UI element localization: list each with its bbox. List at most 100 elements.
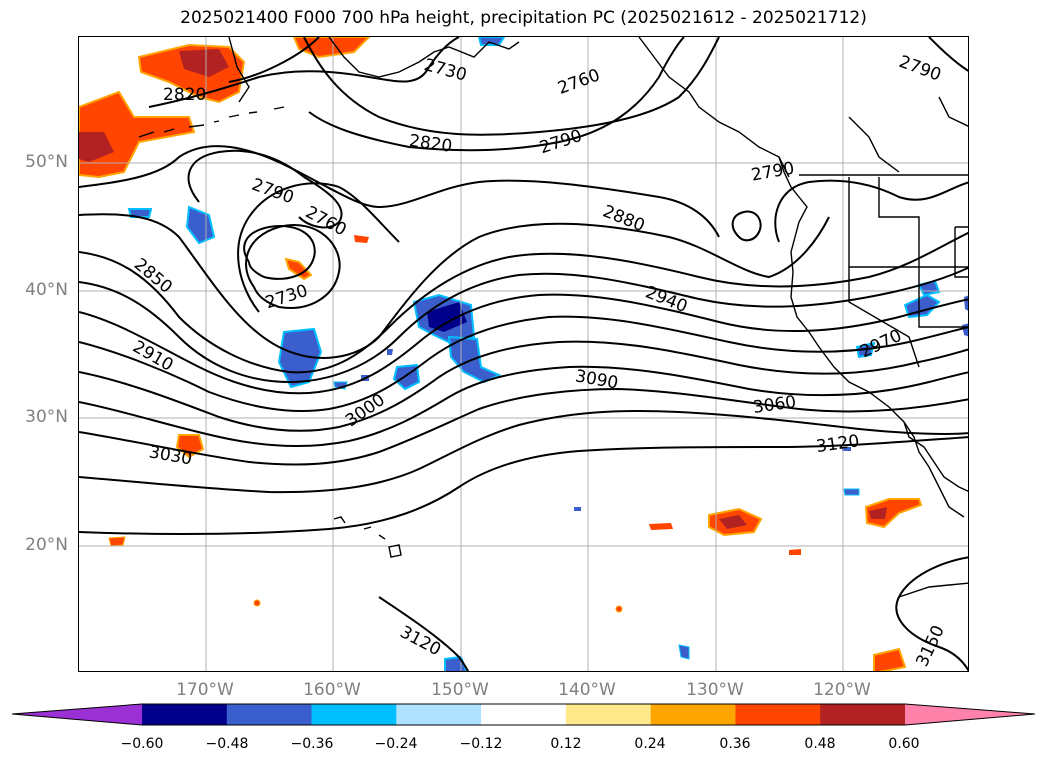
- precip-positive-areas: [79, 37, 923, 671]
- colorbar-tick-label: 0.60: [888, 736, 920, 752]
- precip-area: [843, 488, 860, 496]
- state-border: [848, 267, 920, 368]
- colorbar-segment: [820, 704, 906, 725]
- mexico-coast: [898, 582, 968, 598]
- height-contours: [79, 37, 968, 671]
- colorbar-extend-high: [905, 704, 1035, 725]
- colorbar: [11, 703, 1036, 726]
- contour-label: 3120: [815, 431, 861, 457]
- colorbar-tick-label: 0.12: [550, 736, 582, 752]
- map-panel: 2730 2760 2790 2820 2820 2790 2760 2790 …: [78, 36, 969, 672]
- height-contour: [895, 556, 968, 671]
- height-contour: [79, 387, 968, 466]
- lon-label-150w: 150°W: [431, 680, 489, 700]
- contour-label: 2760: [555, 65, 602, 99]
- contour-label: 2730: [422, 55, 469, 86]
- colorbar-segment: [481, 704, 567, 725]
- height-contour: [79, 213, 830, 359]
- height-contour: [79, 365, 968, 448]
- contour-label: 3150: [912, 622, 948, 670]
- precip-area: [127, 208, 153, 218]
- precip-area: [79, 132, 114, 162]
- precip-area: [678, 644, 690, 660]
- state-border: [954, 226, 968, 278]
- colorbar-extend-low: [12, 704, 142, 725]
- height-contour: [774, 179, 968, 243]
- lat-label-50n: 50°N: [25, 152, 68, 172]
- contour-label: 2790: [249, 175, 296, 209]
- height-contour: [79, 293, 968, 395]
- precip-area: [789, 549, 801, 555]
- colorbar-tick-label: 0.36: [719, 736, 751, 752]
- state-border: [878, 177, 920, 267]
- colorbar-segment: [650, 704, 736, 725]
- height-contour: [79, 145, 720, 238]
- precip-area: [962, 323, 968, 337]
- contour-label: 2790: [896, 52, 943, 86]
- map-title: 2025021400 F000 700 hPa height, precipit…: [180, 8, 867, 28]
- baja-coast: [903, 421, 968, 492]
- contour-label: 2820: [163, 85, 206, 105]
- precip-area: [179, 49, 229, 77]
- precip-area: [284, 257, 313, 281]
- precip-area: [719, 515, 747, 529]
- colorbar-segment: [735, 704, 821, 725]
- lat-label-30n: 30°N: [25, 407, 68, 427]
- aleutian-islands: [138, 106, 285, 138]
- height-contour: [187, 149, 343, 229]
- colorbar-segment: [396, 704, 482, 725]
- lat-label-40n: 40°N: [25, 280, 68, 300]
- contour-label: 3120: [397, 622, 445, 660]
- hawaii-islands: [333, 516, 402, 558]
- colorbar-tick-label: −0.24: [374, 736, 418, 752]
- precip-area: [649, 523, 673, 530]
- colorbar-segment: [311, 704, 397, 725]
- contour-labels: 2730 2760 2790 2820 2820 2790 2760 2790 …: [129, 52, 949, 670]
- colorbar-tick-label: 0.48: [804, 736, 836, 752]
- precip-area: [964, 295, 968, 311]
- precip-area: [79, 90, 196, 179]
- contour-label: 3000: [342, 390, 389, 431]
- lon-label-120w: 120°W: [813, 680, 871, 700]
- height-contour: [303, 37, 720, 136]
- height-contour: [928, 37, 968, 72]
- alaska-coast: [228, 37, 790, 178]
- height-contour: [148, 37, 460, 108]
- precip-area: [615, 605, 623, 613]
- height-contour: [79, 266, 968, 384]
- precip-area: [354, 235, 369, 243]
- precip-area: [869, 507, 887, 519]
- graticule: [79, 37, 968, 671]
- colorbar-tick-label: −0.12: [459, 736, 503, 752]
- precip-area: [864, 498, 923, 529]
- lat-label-20n: 20°N: [25, 535, 68, 555]
- colorbar-segments: [12, 704, 1035, 725]
- precip-area: [253, 599, 261, 607]
- height-contour: [79, 409, 968, 494]
- height-contour: [79, 436, 968, 535]
- colorbar-tick-label: 0.24: [634, 736, 666, 752]
- height-contour: [731, 210, 762, 242]
- precip-area: [574, 507, 581, 511]
- height-contour: [228, 37, 320, 83]
- us-west-coast: [790, 271, 965, 518]
- precip-area: [873, 647, 907, 671]
- map-canvas: 2730 2760 2790 2820 2820 2790 2760 2790 …: [79, 37, 968, 671]
- precip-area: [108, 536, 126, 547]
- precip-area: [427, 302, 467, 332]
- contour-label: 3060: [752, 392, 798, 418]
- height-contour: [243, 225, 316, 280]
- lon-label-170w: 170°W: [176, 680, 234, 700]
- colorbar-tick-label: −0.36: [290, 736, 334, 752]
- precip-area: [842, 447, 851, 451]
- contour-label: 2940: [642, 282, 690, 317]
- colorbar-segment: [226, 704, 313, 725]
- colorbar-outline: [11, 703, 1036, 726]
- colorbar-tick-label: −0.60: [120, 736, 164, 752]
- height-contour: [378, 596, 470, 671]
- province-border: [848, 96, 968, 173]
- coastlines: [138, 37, 968, 598]
- precip-area: [477, 37, 506, 46]
- colorbar-segment: [565, 704, 652, 725]
- contour-label: 2880: [600, 201, 648, 236]
